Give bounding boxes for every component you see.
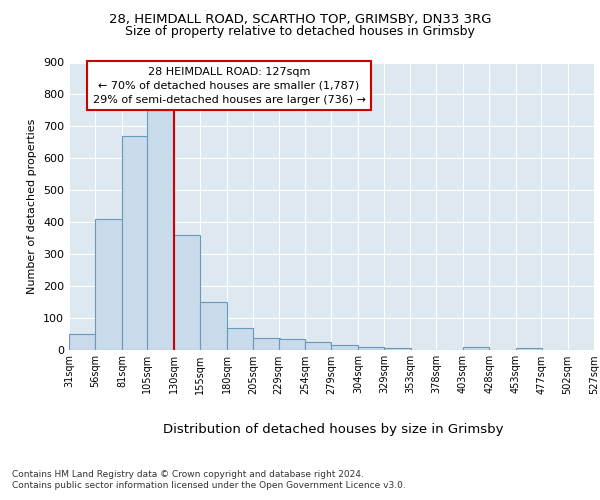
Y-axis label: Number of detached properties: Number of detached properties (28, 118, 37, 294)
Bar (305, 342, 331, 350)
Text: 28 HEIMDALL ROAD: 127sqm
← 70% of detached houses are smaller (1,787)
29% of sem: 28 HEIMDALL ROAD: 127sqm ← 70% of detach… (92, 67, 365, 105)
Bar (69, 334, 95, 350)
Bar (253, 338, 280, 350)
Bar (515, 348, 542, 350)
Text: Distribution of detached houses by size in Grimsby: Distribution of detached houses by size … (163, 422, 503, 436)
Bar (278, 339, 305, 350)
Text: Contains HM Land Registry data © Crown copyright and database right 2024.: Contains HM Land Registry data © Crown c… (12, 470, 364, 479)
Bar (174, 235, 200, 350)
Text: Contains public sector information licensed under the Open Government Licence v3: Contains public sector information licen… (12, 481, 406, 490)
Bar (200, 302, 227, 350)
Text: 28, HEIMDALL ROAD, SCARTHO TOP, GRIMSBY, DN33 3RG: 28, HEIMDALL ROAD, SCARTHO TOP, GRIMSBY,… (109, 12, 491, 26)
Bar (385, 348, 411, 350)
Bar (95, 219, 122, 350)
Text: Size of property relative to detached houses in Grimsby: Size of property relative to detached ho… (125, 25, 475, 38)
Bar (122, 136, 148, 350)
Bar (148, 110, 174, 350)
Bar (463, 348, 489, 350)
Bar (358, 347, 385, 350)
Bar (331, 345, 358, 350)
Bar (227, 328, 253, 350)
